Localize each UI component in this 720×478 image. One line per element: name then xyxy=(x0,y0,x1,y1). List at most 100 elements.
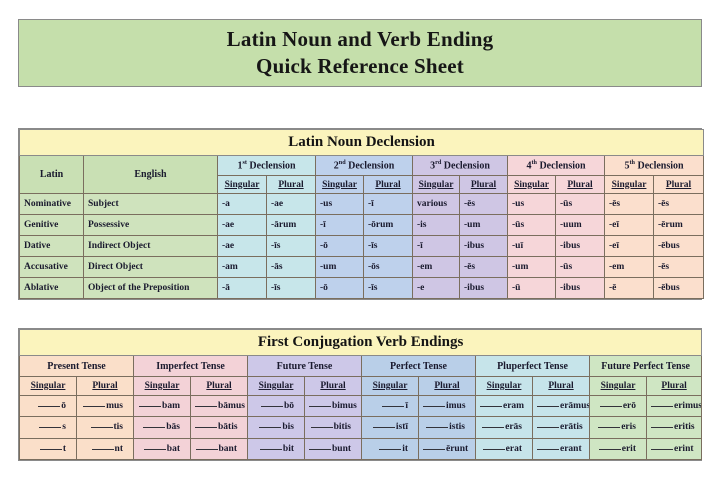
noun-group-header-declension-1: 1st Declension xyxy=(217,154,316,176)
verb-ending-perfect-singular: it xyxy=(361,437,419,461)
noun-case-english: Object of the Preposition xyxy=(83,277,218,299)
noun-ending-d4-singular: -uī xyxy=(507,235,556,258)
page-title-line-2: Quick Reference Sheet xyxy=(256,54,464,78)
verb-group-header-future-perfect: Future Perfect Tense xyxy=(588,355,703,377)
noun-subheader-d2-plural: Plural xyxy=(363,174,413,195)
verb-subheader-imperfect-plural: Plural xyxy=(190,375,248,396)
noun-subheader-d2-singular: Singular xyxy=(315,174,364,195)
verb-ending-present-singular: s xyxy=(19,416,77,439)
verb-ending-pluperfect-singular: erās xyxy=(475,416,533,439)
noun-subheader-d5-plural: Plural xyxy=(652,174,705,195)
verb-subheader-future-plural: Plural xyxy=(304,375,362,396)
verb-ending-future-plural: bitis xyxy=(304,416,362,439)
verb-ending-pluperfect-plural: erātis xyxy=(532,416,590,439)
verb-subheader-future-perfect-plural: Plural xyxy=(645,375,703,396)
noun-ending-d5-singular: -em xyxy=(604,256,654,278)
verb-subheader-present-singular: Singular xyxy=(19,375,77,396)
verb-ending-future-perfect-plural: erint xyxy=(645,437,703,461)
verb-group-header-present: Present Tense xyxy=(19,355,134,377)
noun-ending-d3-plural: -ēs xyxy=(459,193,508,216)
verb-subheader-present-plural: Plural xyxy=(76,375,134,396)
verb-subheader-pluperfect-plural: Plural xyxy=(532,375,590,396)
verb-ending-present-plural: tis xyxy=(76,416,134,439)
noun-ending-d5-plural: -ēs xyxy=(652,256,705,278)
noun-ending-d1-singular: -ae xyxy=(217,235,267,258)
verb-ending-future-plural: bimus xyxy=(304,394,362,418)
verb-ending-future-singular: bō xyxy=(247,394,305,418)
noun-ending-d2-plural: -ōrum xyxy=(363,214,413,237)
page-title-line-1: Latin Noun and Verb Ending xyxy=(226,27,494,52)
noun-ending-d2-singular: -um xyxy=(315,256,364,278)
noun-subheader-d4-plural: Plural xyxy=(555,174,605,195)
noun-case-english: Direct Object xyxy=(83,256,218,278)
noun-ending-d4-singular: -us xyxy=(507,193,556,216)
table-row: ō mus bam bāmus bō bimus ī imus eram erā… xyxy=(19,394,703,418)
noun-ending-d4-plural: -uum xyxy=(555,214,605,237)
noun-ending-d1-plural: -ārum xyxy=(266,214,316,237)
noun-group-header-declension-4: 4th Declension xyxy=(507,154,605,176)
noun-ending-d1-plural: -ae xyxy=(266,193,316,216)
noun-ending-d2-singular: -ō xyxy=(315,235,364,258)
noun-case-english: Possessive xyxy=(83,214,218,237)
page-title-banner: Latin Noun and Verb Ending Quick Referen… xyxy=(18,19,702,87)
noun-ending-d3-plural: -ibus xyxy=(459,277,508,299)
verb-ending-future-perfect-singular: erō xyxy=(589,394,647,418)
noun-case-name: Nominative xyxy=(19,193,84,216)
verb-ending-present-plural: mus xyxy=(76,394,134,418)
noun-ending-d3-singular: -e xyxy=(412,277,460,299)
noun-subheader-d3-plural: Plural xyxy=(459,174,508,195)
verb-subheader-imperfect-singular: Singular xyxy=(133,375,191,396)
verb-ending-imperfect-singular: bam xyxy=(133,394,191,418)
verb-subheader-perfect-plural: Plural xyxy=(418,375,476,396)
noun-ending-d3-plural: -ibus xyxy=(459,235,508,258)
verb-ending-pluperfect-singular: erat xyxy=(475,437,533,461)
noun-declension-table: Latin Noun Declension Latin English 1st … xyxy=(18,128,705,300)
noun-ending-d1-singular: -a xyxy=(217,193,267,216)
noun-group-header-declension-2: 2nd Declension xyxy=(315,154,413,176)
verb-ending-imperfect-plural: bant xyxy=(190,437,248,461)
noun-ending-d3-singular: -em xyxy=(412,256,460,278)
noun-ending-d3-singular: -ī xyxy=(412,235,460,258)
noun-ending-d5-plural: -ēbus xyxy=(652,235,705,258)
verb-ending-future-perfect-plural: erimus xyxy=(645,394,703,418)
verb-ending-present-singular: t xyxy=(19,437,77,461)
noun-ending-d5-plural: -ērum xyxy=(652,214,705,237)
verb-conjugation-table: First Conjugation Verb Endings Present T… xyxy=(18,328,703,461)
verb-ending-future-perfect-singular: eris xyxy=(589,416,647,439)
table-row: Genitive Possessive -ae -ārum -ī -ōrum -… xyxy=(19,214,705,237)
noun-case-name: Dative xyxy=(19,235,84,258)
table-row: Accusative Direct Object -am -ās -um -ōs… xyxy=(19,256,705,278)
noun-ending-d5-plural: -ēbus xyxy=(652,277,705,299)
noun-col-header-english: English xyxy=(83,154,218,195)
verb-ending-imperfect-plural: bāmus xyxy=(190,394,248,418)
noun-ending-d2-singular: -us xyxy=(315,193,364,216)
verb-ending-pluperfect-plural: erāmus xyxy=(532,394,590,418)
noun-ending-d4-plural: -ūs xyxy=(555,256,605,278)
verb-ending-present-plural: nt xyxy=(76,437,134,461)
noun-col-header-latin: Latin xyxy=(19,154,84,195)
verb-group-header-perfect: Perfect Tense xyxy=(361,355,476,377)
noun-ending-d3-singular: various xyxy=(412,193,460,216)
noun-ending-d3-singular: -is xyxy=(412,214,460,237)
noun-case-name: Accusative xyxy=(19,256,84,278)
verb-group-header-pluperfect: Pluperfect Tense xyxy=(475,355,590,377)
noun-subheader-d3-singular: Singular xyxy=(412,174,460,195)
noun-ending-d5-singular: -eī xyxy=(604,235,654,258)
table-row: s tis bās bātis bis bitis istī istis erā… xyxy=(19,416,703,439)
verb-ending-perfect-plural: istis xyxy=(418,416,476,439)
verb-ending-present-singular: ō xyxy=(19,394,77,418)
noun-ending-d4-singular: -ū xyxy=(507,277,556,299)
noun-ending-d4-singular: -ūs xyxy=(507,214,556,237)
noun-ending-d2-plural: -ōs xyxy=(363,256,413,278)
verb-group-header-future: Future Tense xyxy=(247,355,362,377)
verb-ending-perfect-plural: ērunt xyxy=(418,437,476,461)
verb-subheader-future-perfect-singular: Singular xyxy=(589,375,647,396)
noun-group-header-declension-5: 5th Declension xyxy=(603,154,705,176)
table-row: Dative Indirect Object -ae -īs -ō -īs -ī… xyxy=(19,235,705,258)
noun-ending-d1-plural: -īs xyxy=(266,277,316,299)
noun-ending-d3-plural: -um xyxy=(459,214,508,237)
verb-ending-future-perfect-plural: eritis xyxy=(645,416,703,439)
noun-case-name: Genitive xyxy=(19,214,84,237)
verb-ending-perfect-plural: imus xyxy=(418,394,476,418)
